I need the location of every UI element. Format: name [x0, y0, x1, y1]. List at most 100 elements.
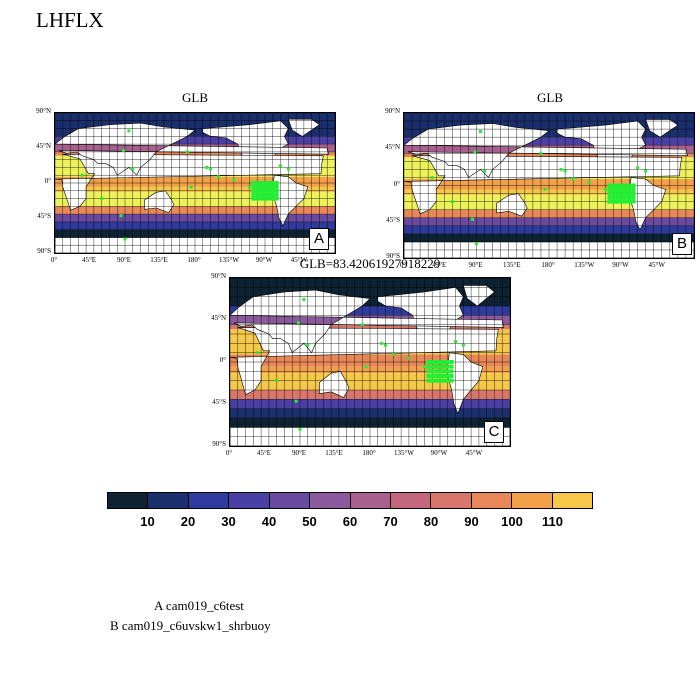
- lon-tick-label: 90°E: [291, 449, 307, 457]
- lat-tick-label: 90°S: [386, 252, 400, 260]
- significance-marker: [461, 343, 465, 347]
- legend-entry-b: B cam019_c6uvskw1_shrbuoy: [110, 618, 271, 633]
- lat-tick-label: 0°: [219, 356, 226, 364]
- significance-marker: [274, 181, 279, 185]
- significance-marker: [247, 185, 251, 189]
- lat-tick-label: 90°N: [211, 272, 226, 280]
- panel-label: A: [309, 228, 329, 250]
- lon-tick-label: 45°E: [432, 261, 447, 269]
- significance-marker: [255, 192, 260, 197]
- lat-tick-label: 45°N: [36, 142, 51, 150]
- significance-marker: [438, 360, 442, 364]
- significance-marker: [631, 195, 636, 200]
- significance-marker: [571, 177, 575, 181]
- lat-tick-label: 90°S: [37, 247, 51, 255]
- significance-marker: [119, 214, 123, 218]
- lon-tick-label: 0°: [50, 256, 58, 264]
- lon-tick-label: 90°E: [116, 256, 132, 264]
- significance-marker: [255, 181, 260, 185]
- lat-tick-label: 90°N: [36, 107, 51, 115]
- significance-marker: [275, 379, 279, 383]
- significance-marker: [266, 196, 271, 201]
- colorbar-tick-label: 100: [501, 514, 523, 529]
- significance-marker: [259, 184, 264, 189]
- significance-marker: [270, 184, 275, 189]
- significance-marker: [445, 374, 450, 378]
- lon-tick-label: 135°W: [219, 256, 239, 264]
- significance-marker: [259, 192, 264, 197]
- significance-marker: [205, 165, 209, 169]
- lon-tick-label: 45°E: [81, 256, 97, 264]
- significance-marker: [251, 184, 256, 189]
- lon-tick-label: 135°W: [394, 449, 414, 457]
- significance-marker: [619, 195, 624, 200]
- significance-marker: [607, 187, 612, 192]
- significance-marker: [263, 188, 267, 193]
- significance-marker: [364, 365, 368, 369]
- significance-marker: [407, 356, 411, 360]
- significance-marker: [259, 181, 264, 185]
- significance-marker: [294, 399, 298, 403]
- significance-marker: [603, 188, 607, 192]
- significance-marker: [623, 199, 628, 204]
- significance-marker: [619, 183, 624, 188]
- significance-marker: [274, 184, 279, 189]
- significance-marker: [189, 185, 193, 189]
- significance-marker: [232, 178, 236, 182]
- significance-marker: [434, 378, 439, 383]
- significance-marker: [391, 353, 395, 357]
- significance-marker: [422, 365, 426, 369]
- significance-marker: [430, 364, 435, 369]
- significance-marker: [619, 191, 624, 196]
- significance-marker: [623, 183, 628, 188]
- colorbar-swatch: [229, 493, 270, 508]
- significance-marker: [251, 181, 256, 185]
- significance-marker: [426, 378, 431, 383]
- lon-tick-label: 90°W: [255, 256, 273, 264]
- lon-tick-label: 180°: [362, 449, 376, 457]
- significance-marker: [266, 192, 271, 197]
- significance-marker: [380, 341, 384, 345]
- significance-marker: [438, 374, 442, 378]
- significance-marker: [619, 199, 624, 204]
- significance-marker: [473, 150, 477, 154]
- lat-tick-label: 90°S: [212, 440, 226, 448]
- significance-marker: [441, 378, 446, 383]
- significance-marker: [270, 192, 275, 197]
- lon-tick-label: 135°W: [574, 261, 595, 269]
- significance-marker: [611, 187, 616, 192]
- significance-marker: [434, 369, 439, 374]
- map-svg: [55, 113, 335, 253]
- significance-marker: [216, 175, 220, 179]
- significance-marker: [302, 297, 306, 301]
- significance-marker: [426, 374, 431, 378]
- significance-marker: [627, 199, 632, 204]
- significance-marker: [430, 175, 434, 179]
- significance-marker: [615, 187, 620, 192]
- significance-marker: [251, 192, 256, 197]
- significance-marker: [296, 321, 300, 325]
- colorbar: [107, 492, 593, 509]
- significance-marker: [100, 197, 104, 201]
- significance-marker: [434, 364, 439, 369]
- significance-marker: [263, 184, 267, 189]
- significance-marker: [434, 360, 439, 364]
- significance-marker: [631, 187, 636, 192]
- significance-marker: [255, 188, 260, 193]
- significance-marker: [454, 339, 458, 343]
- significance-marker: [607, 183, 612, 188]
- map-svg: [404, 113, 694, 258]
- significance-marker: [263, 196, 267, 201]
- significance-marker: [430, 369, 435, 374]
- panel-title: GLB: [537, 90, 563, 105]
- colorbar-tick-label: 90: [464, 514, 479, 529]
- significance-marker: [445, 364, 450, 369]
- colorbar-swatch: [148, 493, 189, 508]
- lat-tick-label: 90°N: [385, 107, 400, 115]
- significance-marker: [611, 183, 616, 188]
- significance-marker: [559, 167, 563, 171]
- significance-marker: [475, 242, 478, 245]
- colorbar-tick-label: 40: [261, 514, 277, 529]
- significance-marker: [615, 183, 620, 188]
- colorbar-swatch: [431, 493, 472, 508]
